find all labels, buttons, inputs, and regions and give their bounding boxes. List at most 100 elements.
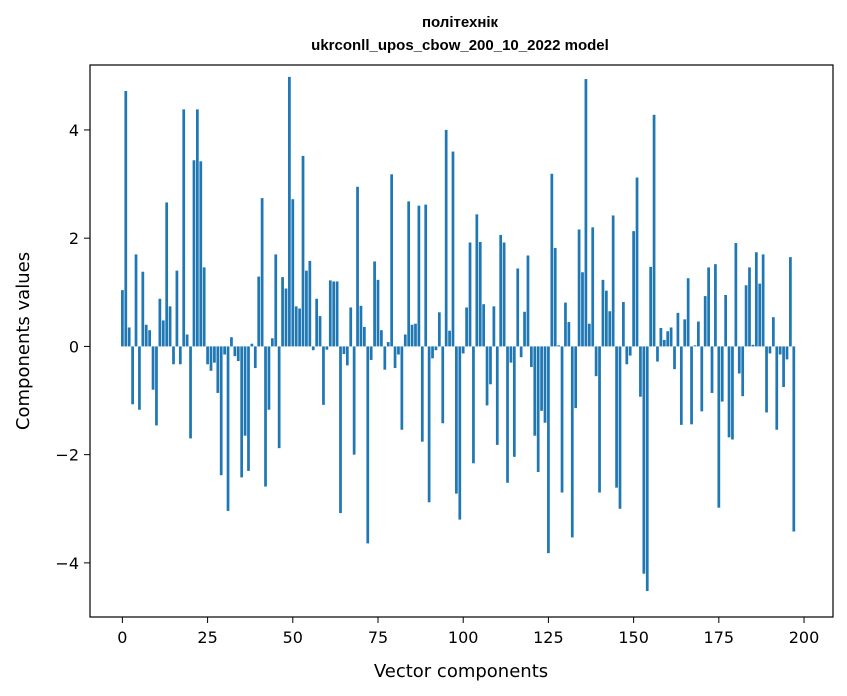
bar — [690, 346, 693, 425]
bar — [632, 231, 635, 347]
bar — [676, 312, 680, 347]
bar — [390, 174, 393, 347]
bar-series — [121, 76, 796, 592]
bar — [342, 346, 346, 354]
bar — [294, 306, 298, 347]
bar — [741, 346, 745, 397]
bar — [308, 260, 312, 347]
bar — [489, 346, 492, 385]
bar — [591, 227, 595, 347]
bar — [666, 331, 670, 347]
x-tick-label: 0 — [117, 628, 127, 647]
bar — [441, 346, 445, 424]
bar — [748, 267, 751, 347]
x-tick-label: 200 — [789, 628, 820, 647]
bar — [277, 346, 281, 449]
bar — [434, 346, 438, 351]
bar — [765, 346, 768, 413]
bar — [540, 346, 543, 411]
bar — [512, 346, 516, 457]
bar — [587, 323, 591, 347]
bar — [380, 330, 383, 347]
bar — [495, 346, 499, 445]
bar — [240, 346, 244, 478]
bar — [196, 109, 199, 347]
bar — [778, 346, 782, 355]
bar — [782, 346, 785, 387]
bar — [472, 346, 475, 464]
x-tick-label: 175 — [704, 628, 735, 647]
bar — [642, 346, 646, 574]
bar — [714, 264, 717, 347]
bar — [686, 278, 690, 347]
y-tick-label: 2 — [69, 229, 79, 248]
bar — [121, 290, 124, 347]
bar — [775, 346, 779, 430]
bar — [291, 199, 295, 347]
bar — [649, 266, 653, 347]
bar — [485, 346, 489, 406]
bar — [703, 296, 707, 347]
bar — [420, 346, 424, 442]
x-tick-label: 125 — [533, 628, 564, 647]
x-axis-label: Vector components — [374, 661, 548, 682]
bar — [178, 346, 182, 365]
bar — [274, 254, 278, 347]
bar — [185, 334, 189, 347]
bar — [216, 346, 220, 393]
bar — [734, 243, 738, 347]
bar — [356, 186, 359, 347]
bar — [625, 346, 629, 365]
plot-frame — [89, 64, 834, 618]
bar — [502, 242, 506, 347]
bar — [424, 204, 428, 347]
bar — [376, 279, 380, 347]
bar — [506, 346, 509, 483]
bar — [407, 201, 411, 347]
bar — [373, 261, 376, 347]
bar — [253, 346, 257, 369]
bar — [547, 346, 550, 554]
bar — [727, 346, 731, 438]
bar — [219, 346, 223, 476]
bar — [165, 202, 169, 347]
bar — [236, 346, 240, 362]
bar — [393, 346, 397, 369]
bar — [243, 346, 247, 436]
bar — [322, 346, 325, 405]
bar — [366, 346, 370, 544]
chart-subtitle: ukrconll_upos_cbow_200_10_2022 model — [311, 37, 609, 54]
bar — [662, 339, 666, 347]
bar — [564, 302, 567, 347]
bar — [652, 114, 656, 347]
bar — [628, 346, 632, 356]
bar — [189, 346, 192, 439]
bar — [318, 316, 322, 347]
bar — [468, 242, 472, 347]
bar — [335, 281, 339, 347]
bar — [635, 177, 639, 347]
bar — [284, 288, 288, 347]
bar — [475, 214, 479, 347]
bar — [526, 255, 530, 347]
bar — [717, 346, 721, 508]
bar — [465, 307, 468, 347]
bar — [206, 346, 209, 365]
bar — [400, 346, 404, 430]
bar — [707, 267, 710, 347]
y-tick-label: 4 — [69, 121, 79, 140]
bar — [785, 346, 789, 360]
bar — [141, 271, 145, 347]
bar — [618, 346, 622, 509]
bar — [213, 346, 216, 363]
bar — [175, 270, 179, 347]
bar — [683, 319, 687, 347]
bar — [615, 346, 618, 488]
x-tick-label: 25 — [197, 628, 217, 647]
bar — [223, 346, 226, 355]
bar — [127, 327, 131, 347]
bar — [458, 346, 462, 520]
bar — [172, 346, 175, 365]
bar — [724, 295, 728, 347]
bar — [768, 346, 772, 354]
